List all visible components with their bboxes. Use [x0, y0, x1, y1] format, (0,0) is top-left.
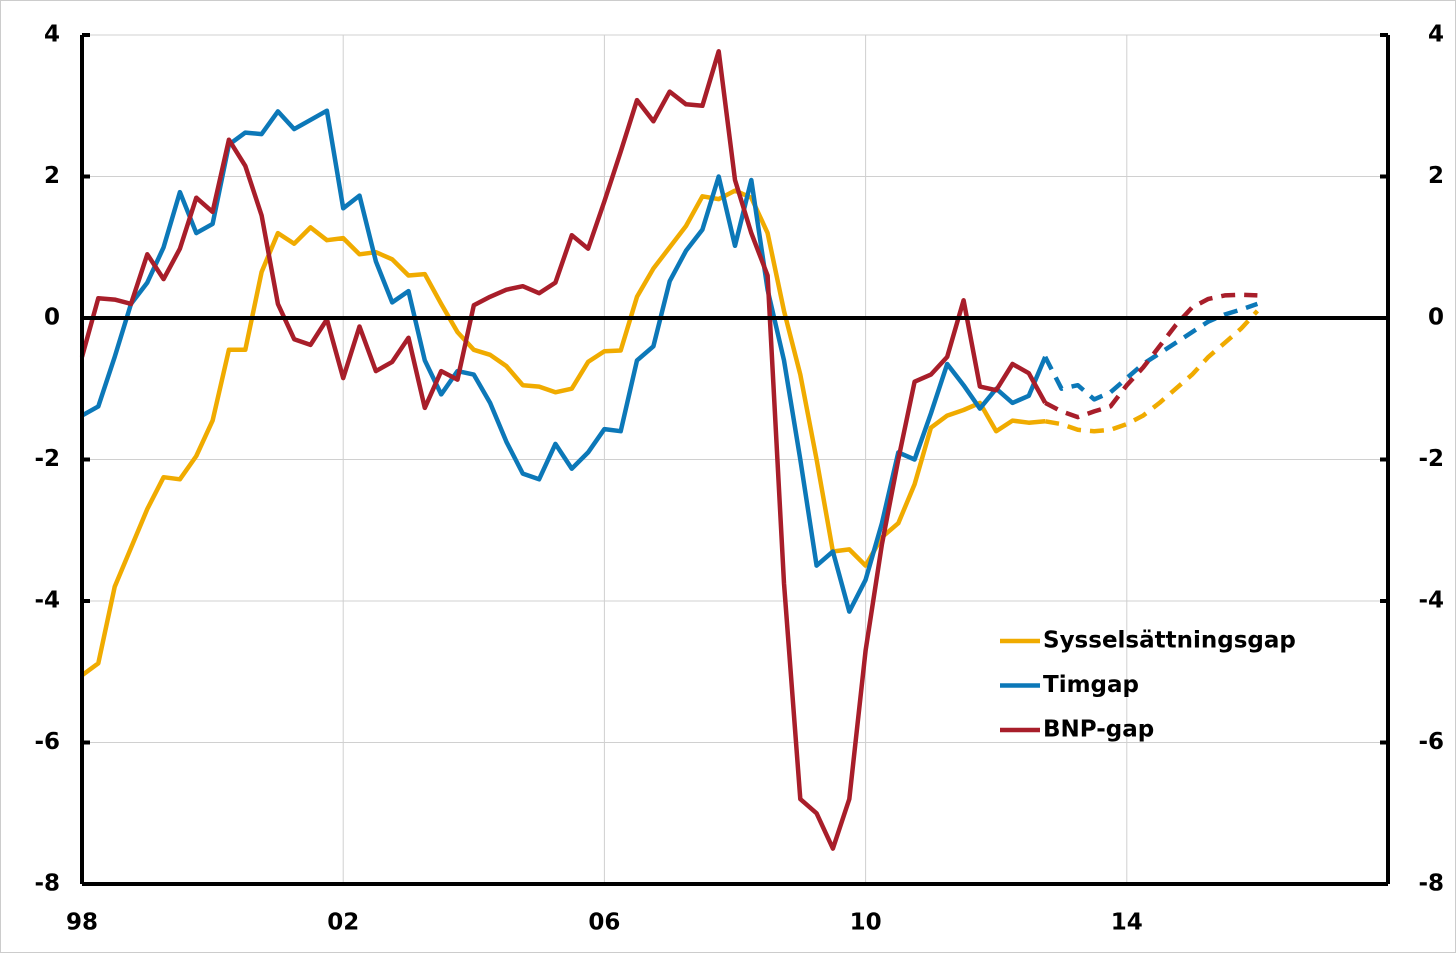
legend-label: Timgap — [1043, 672, 1139, 698]
series-forecast-line — [1044, 309, 1260, 434]
y-tick-label: -6 — [34, 729, 60, 755]
legend-label: Sysselsättningsgap — [1043, 628, 1296, 654]
series-line — [80, 108, 1048, 614]
x-tick-label: 98 — [66, 910, 98, 936]
y-tick-label: -2 — [34, 446, 60, 472]
y2-tick-label: 2 — [1428, 163, 1444, 189]
y-tick-label: 2 — [44, 163, 60, 189]
y-tick-label: 0 — [44, 305, 60, 331]
y2-tick-label: -4 — [1418, 588, 1444, 614]
y2-tick-label: 4 — [1428, 22, 1444, 48]
legend-label: BNP-gap — [1043, 717, 1154, 743]
x-tick-label: 06 — [588, 910, 620, 936]
y2-tick-label: -6 — [1418, 729, 1444, 755]
y-tick-label: 4 — [44, 22, 60, 48]
series-line — [79, 49, 1048, 851]
series-forecast-line — [1044, 292, 1258, 420]
x-tick-label: 14 — [1111, 910, 1143, 936]
y2-tick-label: -2 — [1418, 446, 1444, 472]
x-tick-label: 02 — [327, 910, 359, 936]
y2-tick-label: 0 — [1428, 305, 1444, 331]
y2-tick-label: -8 — [1418, 871, 1444, 897]
y-tick-label: -4 — [34, 588, 60, 614]
y-tick-label: -8 — [34, 871, 60, 897]
series-forecast-line — [1043, 301, 1259, 402]
x-tick-label: 10 — [850, 910, 882, 936]
